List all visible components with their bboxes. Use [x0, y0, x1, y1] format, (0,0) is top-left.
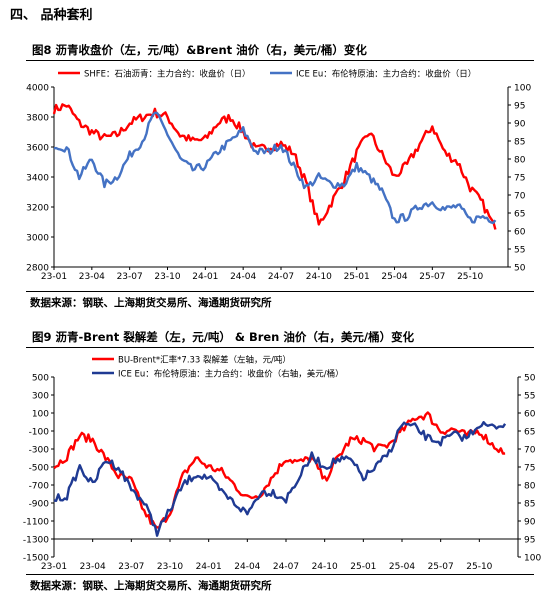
chart2-caption: 图9 沥青-Brent 裂解差（左，元/吨） & Bren 油价（右，美元/桶）…	[32, 330, 415, 344]
x-tick-label: 23-10	[157, 562, 183, 572]
series-line-1	[53, 411, 506, 529]
x-tick-label: 24-04	[234, 562, 260, 572]
y-right-tick-label: 80	[514, 156, 526, 166]
y-right-tick-label: 100	[514, 84, 531, 94]
y-left-tick-label: -1100	[23, 518, 49, 528]
legend-bg-1	[56, 67, 256, 79]
chart1-caption: 图8 沥青收盘价（左，元/吨）&Brent 油价（右，美元/桶）变化	[32, 43, 367, 57]
chart2-top-rule	[26, 347, 534, 348]
y-left-tick-label: -1500	[23, 554, 49, 564]
y-right-tick-label: 50	[524, 374, 536, 384]
y-left-tick-label: -100	[29, 428, 50, 438]
y-left-tick-label: 3000	[26, 234, 49, 244]
x-tick-label: 25-10	[457, 272, 483, 282]
chart2-source: 数据来源：钢联、上海期货交易所、海通期货研究所	[30, 580, 272, 592]
y-left-tick-label: 3200	[26, 204, 49, 214]
y-right-tick-label: 95	[514, 102, 525, 112]
y-left-tick-label: 500	[32, 374, 49, 384]
chart1-top-rule	[26, 60, 534, 61]
x-tick-label: 23-04	[79, 272, 105, 282]
y-right-tick-label: 95	[524, 536, 535, 546]
chart1-plot: 2800 3000 3200 3400 3600 3800 4000 50 55 60 65 70 75…	[26, 67, 531, 282]
chart1-bottom-rule	[26, 291, 534, 292]
series-line-2	[53, 111, 497, 225]
y-right-tick-label: 90	[514, 120, 526, 130]
legend-bg-2	[90, 367, 390, 379]
legend-bg-2	[268, 67, 500, 79]
x-tick-label: 24-04	[230, 272, 256, 282]
y-right-tick-label: 85	[514, 138, 525, 148]
y-right-tick-label: 75	[524, 464, 535, 474]
y-left-tick-label: 3600	[26, 144, 49, 154]
y-left-tick-label: 3800	[26, 114, 49, 124]
y-right-tick-label: 50	[514, 264, 526, 274]
y-right-tick-label: 60	[524, 410, 536, 420]
x-tick-label: 24-07	[268, 272, 294, 282]
x-tick-label: 23-01	[41, 562, 67, 572]
y-left-tick-label: -500	[29, 464, 50, 474]
x-tick-label: 25-04	[389, 562, 415, 572]
y-left-tick-label: 2800	[26, 264, 49, 274]
y-right-tick-label: 70	[514, 192, 526, 202]
x-tick-label: 23-10	[154, 272, 180, 282]
y-right-tick-label: 70	[524, 446, 536, 456]
x-tick-label: 25-01	[350, 562, 376, 572]
y-right-tick-label: 60	[514, 228, 526, 238]
y-right-tick-label: 55	[514, 246, 525, 256]
y-left-tick-label: -1300	[23, 536, 49, 546]
y-right-tick-label: 85	[524, 500, 535, 510]
x-tick-label: 23-07	[118, 562, 144, 572]
y-left-tick-label: -700	[29, 482, 50, 492]
legend-label-1: BU-Brent*汇率*7.33 裂解差（左轴，元/吨）	[118, 355, 291, 366]
y-right-tick-label: 65	[524, 428, 535, 438]
y-right-tick-label: 80	[524, 482, 536, 492]
y-left-tick-label: 300	[32, 392, 49, 402]
y-left-tick-label: 4000	[26, 84, 49, 94]
x-tick-label: 24-01	[196, 562, 222, 572]
series-line-1	[52, 103, 497, 230]
y-right-tick-label: 90	[524, 518, 536, 528]
x-tick-label: 25-01	[344, 272, 370, 282]
legend-bg-1	[90, 353, 330, 365]
y-left-tick-label: 3400	[26, 174, 49, 184]
y-right-tick-label: 65	[514, 210, 525, 220]
series-line-2	[53, 421, 507, 537]
legend-label-2: ICE Eu：布伦特原油：主力合约：收盘价（右轴，美元/桶）	[118, 369, 344, 380]
x-tick-label: 24-10	[312, 562, 338, 572]
y-right-tick-label: 55	[524, 392, 535, 402]
x-tick-label: 24-01	[192, 272, 218, 282]
y-left-tick-label: -300	[29, 446, 50, 456]
x-tick-label: 25-07	[428, 562, 454, 572]
y-left-tick-label: 100	[32, 410, 49, 420]
x-tick-label: 25-10	[466, 562, 492, 572]
x-tick-label: 23-07	[117, 272, 143, 282]
x-tick-label: 23-04	[80, 562, 106, 572]
x-tick-label: 24-07	[273, 562, 299, 572]
legend-label-1: SHFE：石油沥青：主力合约：收盘价（日）	[84, 69, 251, 80]
x-tick-label: 23-01	[41, 272, 67, 282]
y-right-tick-label: 75	[514, 174, 525, 184]
x-tick-label: 24-10	[306, 272, 332, 282]
y-left-tick-label: -900	[29, 500, 50, 510]
x-tick-label: 25-04	[381, 272, 407, 282]
x-tick-label: 25-07	[419, 272, 445, 282]
chart2-plot: -1500 -1300 -1100 -900 -700 -500 -300 -100 100 30…	[23, 353, 541, 572]
y-right-tick-label: 100	[524, 554, 541, 564]
chart1-source: 数据来源：钢联、上海期货交易所、海通期货研究所	[30, 297, 272, 309]
section-title: 四、 品种套利	[10, 8, 93, 23]
legend-label-2: ICE Eu：布伦特原油：主力合约：收盘价（日）	[296, 69, 476, 80]
chart2-bottom-rule	[26, 574, 534, 575]
